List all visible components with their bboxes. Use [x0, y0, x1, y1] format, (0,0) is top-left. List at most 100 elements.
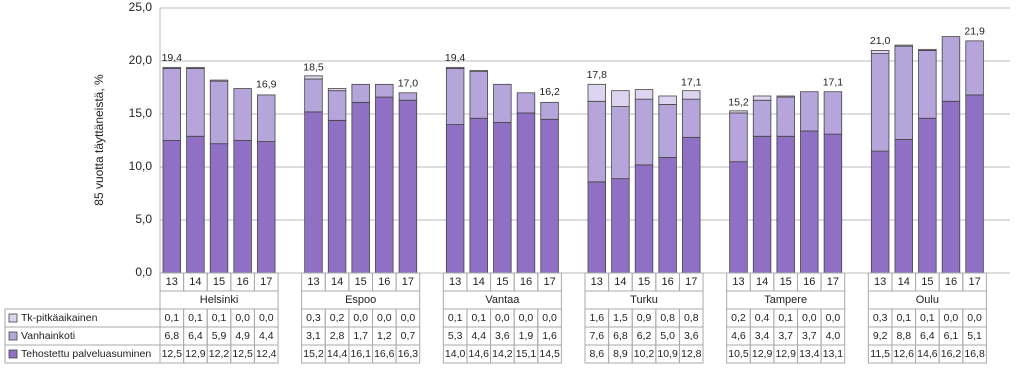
- group-label: Espoo: [345, 294, 376, 306]
- bar-segment: [375, 96, 394, 274]
- bar-segment: [682, 90, 701, 100]
- table-value: 12,9: [185, 348, 206, 360]
- bar-segment: [611, 106, 630, 180]
- table-value: 0,0: [944, 312, 959, 324]
- table-value: 6,8: [165, 330, 180, 342]
- bar-segment: [209, 143, 229, 274]
- table-value: 0,0: [542, 312, 557, 324]
- legend-swatch: [8, 313, 18, 323]
- table-value: 14,5: [539, 348, 560, 360]
- table-value: 16,1: [350, 348, 371, 360]
- x-tick-label: 15: [780, 276, 792, 288]
- table-value: 13,1: [823, 348, 844, 360]
- table-value: 0,1: [920, 312, 935, 324]
- x-tick-label: 16: [803, 276, 815, 288]
- table-value: 12,6: [894, 348, 915, 360]
- table-value: 0,0: [519, 312, 534, 324]
- y-tick-label: 5,0: [135, 212, 152, 226]
- table-value: 0,1: [778, 312, 793, 324]
- table-value: 12,4: [256, 348, 277, 360]
- total-label: 17,1: [823, 77, 844, 89]
- table-value: 16,2: [941, 348, 962, 360]
- table-value: 0,1: [471, 312, 486, 324]
- table-value: 7,6: [590, 330, 605, 342]
- bar-segment: [800, 130, 819, 274]
- table-value: 16,3: [398, 348, 419, 360]
- table-cell: [867, 290, 987, 310]
- x-tick-label: 14: [614, 276, 626, 288]
- bar-segment: [823, 133, 843, 274]
- table-value: 8,6: [590, 348, 605, 360]
- bar-segment: [516, 112, 536, 274]
- bar-segment: [540, 118, 559, 274]
- table-value: 10,9: [657, 348, 678, 360]
- table-value: 3,1: [306, 330, 321, 342]
- table-value: 12,2: [209, 348, 230, 360]
- bar-segment: [658, 104, 677, 158]
- table-value: 8,9: [613, 348, 628, 360]
- table-value: 6,2: [637, 330, 652, 342]
- table-value: 14,6: [917, 348, 938, 360]
- x-tick-label: 16: [945, 276, 957, 288]
- bar-segment: [776, 135, 795, 274]
- bar-segment: [658, 157, 677, 274]
- x-tick-label: 16: [237, 276, 249, 288]
- bar-segment: [918, 117, 937, 274]
- table-cell: [442, 290, 562, 310]
- total-label: 17,1: [681, 77, 702, 89]
- table-value: 0,0: [377, 312, 392, 324]
- x-tick-label: 15: [638, 276, 650, 288]
- bar-segment: [634, 164, 654, 274]
- table-value: 2,8: [330, 330, 345, 342]
- table-value: 3,6: [684, 330, 699, 342]
- x-tick-label: 14: [331, 276, 343, 288]
- bar-segment: [800, 91, 819, 132]
- bar-segment: [776, 95, 795, 98]
- x-tick-label: 14: [898, 276, 910, 288]
- bar-segment: [941, 36, 961, 102]
- bar-segment: [587, 100, 607, 183]
- table-cell: [159, 290, 279, 310]
- bar-segment: [634, 89, 654, 100]
- bar-segment: [634, 98, 654, 166]
- bar-segment: [658, 95, 677, 105]
- table-value: 0,1: [188, 312, 203, 324]
- x-tick-label: 15: [496, 276, 508, 288]
- bar-segment: [870, 150, 890, 274]
- x-tick-label: 17: [827, 276, 839, 288]
- table-value: 9,2: [873, 330, 888, 342]
- x-tick-label: 17: [543, 276, 555, 288]
- bar-segment: [587, 83, 607, 102]
- bar-segment: [398, 92, 418, 101]
- table-value: 0,9: [637, 312, 652, 324]
- table-value: 15,1: [516, 348, 537, 360]
- bar-segment: [752, 135, 772, 274]
- table-value: 12,5: [162, 348, 183, 360]
- table-value: 1,5: [613, 312, 628, 324]
- total-label: 16,2: [539, 86, 560, 98]
- table-value: 0,0: [353, 312, 368, 324]
- bar-segment: [894, 45, 913, 140]
- bar-segment: [611, 90, 630, 107]
- bar-segment: [162, 68, 182, 141]
- x-tick-label: 13: [874, 276, 886, 288]
- table-cell: [962, 344, 987, 364]
- table-value: 0,0: [967, 312, 982, 324]
- table-value: 1,9: [519, 330, 534, 342]
- total-label: 19,4: [162, 52, 183, 64]
- bar-segment: [894, 44, 913, 47]
- bar-segment: [186, 68, 205, 137]
- bar-segment: [918, 48, 937, 51]
- bar-segment: [304, 78, 323, 113]
- bar-segment: [941, 100, 961, 274]
- legend-label: Vanhainkoti: [21, 330, 75, 342]
- table-value: 0,1: [165, 312, 180, 324]
- group-label: Turku: [630, 294, 658, 306]
- table-value: 16,6: [374, 348, 395, 360]
- bar-segment: [257, 94, 276, 142]
- total-label: 21,9: [964, 26, 985, 38]
- table-value: 0,0: [259, 312, 274, 324]
- bar-segment: [729, 110, 748, 114]
- table-cell: [537, 344, 562, 364]
- table-value: 0,2: [330, 312, 345, 324]
